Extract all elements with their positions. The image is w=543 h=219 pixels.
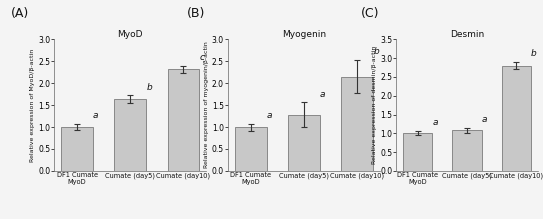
Bar bbox=[452, 130, 482, 171]
Text: (C): (C) bbox=[361, 7, 380, 19]
Bar bbox=[403, 133, 432, 171]
Bar bbox=[168, 69, 199, 171]
Title: MyoD: MyoD bbox=[118, 30, 143, 39]
Y-axis label: Relative expression of MyoD/β-actin: Relative expression of MyoD/β-actin bbox=[30, 48, 35, 162]
Text: c: c bbox=[199, 53, 204, 62]
Bar bbox=[235, 127, 267, 171]
Y-axis label: Relative expression of desmin/β-actin: Relative expression of desmin/β-actin bbox=[372, 46, 377, 164]
Text: a: a bbox=[93, 111, 99, 120]
Bar bbox=[288, 115, 320, 171]
Bar bbox=[115, 99, 146, 171]
Bar bbox=[61, 127, 93, 171]
Text: a: a bbox=[482, 115, 487, 124]
Text: (B): (B) bbox=[187, 7, 206, 19]
Text: (A): (A) bbox=[11, 7, 29, 19]
Text: a: a bbox=[432, 118, 438, 127]
Text: b: b bbox=[373, 47, 379, 56]
Y-axis label: Relative expression of myogenin/β-actin: Relative expression of myogenin/β-actin bbox=[204, 42, 209, 168]
Title: Myogenin: Myogenin bbox=[282, 30, 326, 39]
Text: b: b bbox=[531, 49, 537, 58]
Text: a: a bbox=[320, 90, 325, 99]
Bar bbox=[502, 66, 531, 171]
Text: b: b bbox=[146, 83, 152, 92]
Text: a: a bbox=[267, 111, 273, 120]
Bar bbox=[342, 77, 373, 171]
Title: Desmin: Desmin bbox=[450, 30, 484, 39]
